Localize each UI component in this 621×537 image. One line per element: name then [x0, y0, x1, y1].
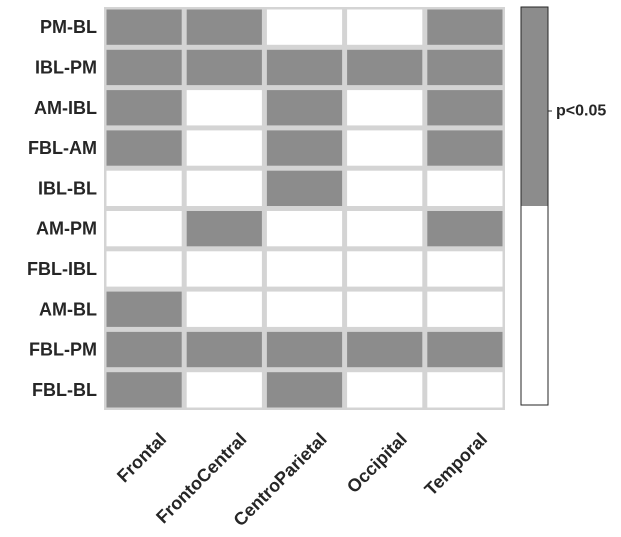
y-tick-label: PM-BL [40, 17, 97, 37]
heatmap-cell-am-pm-occipital [347, 211, 423, 247]
heatmap-cell-ibl-bl-occipital [347, 170, 423, 206]
heatmap-cell-fbl-ibl-frontal [106, 251, 182, 287]
heatmap-cell-pm-bl-frontal [106, 9, 182, 45]
heatmap-cell-ibl-pm-frontocentral [186, 49, 262, 86]
heatmap-cell-ibl-pm-occipital [347, 49, 423, 86]
heatmap-cell-am-pm-centroparietal [266, 211, 343, 247]
heatmap-cell-am-pm-frontocentral [186, 211, 262, 247]
heatmap-cell-am-pm-frontal [106, 211, 182, 247]
colorbar-frame [520, 6, 549, 406]
colorbar-significant-swatch [521, 7, 548, 206]
heatmap-cell-am-bl-temporal [427, 291, 503, 327]
y-tick-label: FBL-AM [28, 138, 97, 158]
y-axis-tick-labels: PM-BL IBL-PM AM-IBL FBL-AM IBL-BL AM-PM FBL-IB… [27, 17, 97, 400]
heatmap-cell-fbl-pm-frontal [106, 331, 182, 368]
heatmap-cell-am-ibl-frontocentral [186, 90, 262, 126]
heatmap-cell-am-bl-centroparietal [266, 291, 343, 327]
heatmap-cell-fbl-bl-frontal [106, 372, 182, 408]
y-tick-label: AM-IBL [34, 98, 97, 118]
heatmap-cell-pm-bl-occipital [347, 9, 423, 45]
colorbar-tick-label: p<0.05 [556, 103, 606, 120]
heatmap-cell-fbl-bl-centroparietal [266, 372, 343, 408]
x-tick-label: Occipital [343, 429, 411, 497]
heatmap-cell-am-ibl-centroparietal [266, 90, 343, 126]
heatmap-cell-fbl-am-temporal [427, 130, 503, 166]
x-tick-label: Frontal [113, 429, 170, 486]
heatmap-cell-fbl-pm-frontocentral [186, 331, 262, 368]
heatmap-cell-pm-bl-temporal [427, 9, 503, 45]
heatmap-cell-fbl-ibl-centroparietal [266, 251, 343, 287]
y-tick-label: IBL-BL [38, 178, 97, 198]
heatmap-cell-ibl-bl-frontal [106, 170, 182, 206]
heatmap-cell-ibl-pm-temporal [427, 49, 503, 86]
heatmap-cell-am-pm-temporal [427, 211, 503, 247]
heatmap-cell-fbl-bl-frontocentral [186, 372, 262, 408]
heatmap-cell-ibl-pm-frontal [106, 49, 182, 86]
heatmap-grid [104, 7, 505, 410]
y-tick-label: AM-BL [39, 299, 97, 319]
heatmap-cell-fbl-pm-occipital [347, 331, 423, 368]
y-tick-label: IBL-PM [35, 57, 97, 77]
y-tick-label: FBL-IBL [27, 259, 97, 279]
heatmap-cell-ibl-bl-temporal [427, 170, 503, 206]
heatmap-cell-fbl-pm-centroparietal [266, 331, 343, 368]
heatmap-cell-am-bl-frontocentral [186, 291, 262, 327]
heatmap-cell-am-bl-occipital [347, 291, 423, 327]
heatmap-cell-fbl-bl-occipital [347, 372, 423, 408]
heatmap-cell-ibl-bl-frontocentral [186, 170, 262, 206]
colorbar: p<0.05 [520, 6, 606, 406]
heatmap-cell-pm-bl-centroparietal [266, 9, 343, 45]
heatmap-cell-ibl-bl-centroparietal [266, 170, 343, 206]
y-tick-label: AM-PM [36, 219, 97, 239]
heatmap-cell-pm-bl-frontocentral [186, 9, 262, 45]
heatmap-cell-am-ibl-temporal [427, 90, 503, 126]
y-tick-label: FBL-PM [29, 340, 97, 360]
heatmap-cell-fbl-ibl-temporal [427, 251, 503, 287]
heatmap-cell-fbl-pm-temporal [427, 331, 503, 368]
heatmap-cell-fbl-am-centroparietal [266, 130, 343, 166]
heatmap-cell-am-ibl-frontal [106, 90, 182, 126]
heatmap-cell-fbl-am-frontal [106, 130, 182, 166]
heatmap-cell-fbl-bl-temporal [427, 372, 503, 408]
heatmap-cell-am-ibl-occipital [347, 90, 423, 126]
heatmap-cell-fbl-ibl-occipital [347, 251, 423, 287]
heatmap-cell-fbl-ibl-frontocentral [186, 251, 262, 287]
heatmap-cell-ibl-pm-centroparietal [266, 49, 343, 86]
colorbar-nonsignificant-swatch [521, 206, 548, 405]
x-tick-label: Temporal [421, 429, 491, 499]
heatmap-cell-fbl-am-frontocentral [186, 130, 262, 166]
heatmap-cell-am-bl-frontal [106, 291, 182, 327]
y-tick-label: FBL-BL [32, 380, 97, 400]
heatmap-cell-fbl-am-occipital [347, 130, 423, 166]
